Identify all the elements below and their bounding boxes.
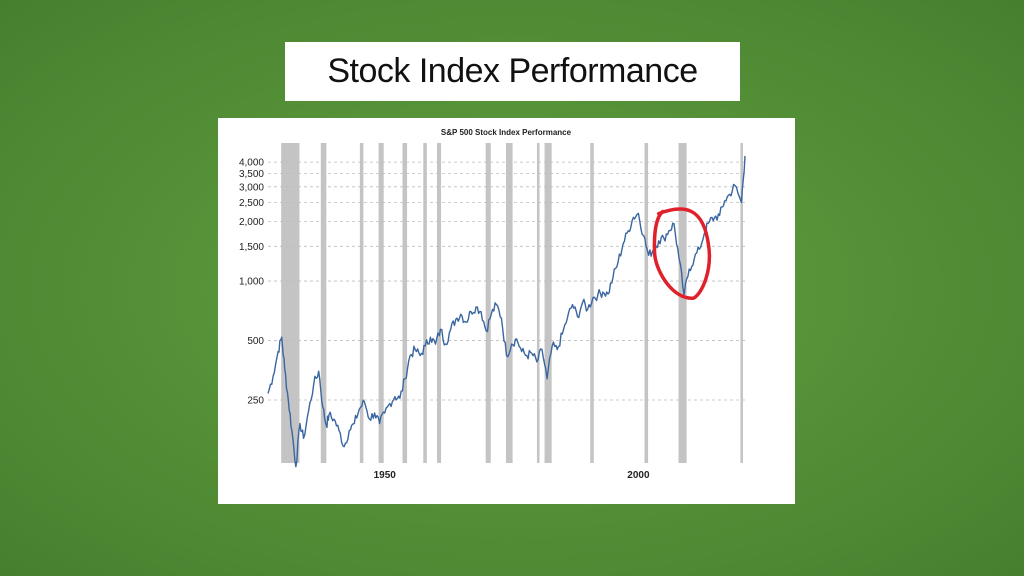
recession-band (678, 143, 687, 463)
slide-title: Stock Index Performance (327, 52, 698, 90)
slide-title-box: Stock Index Performance (285, 42, 740, 101)
chart-title: S&P 500 Stock Index Performance (441, 128, 572, 137)
recession-band (505, 143, 513, 463)
recession-band (359, 143, 364, 463)
stock-index-chart: S&P 500 Stock Index Performance 250 500 1,… (239, 128, 746, 481)
x-tick-label: 2000 (627, 470, 650, 481)
y-tick-label: 250 (247, 396, 264, 407)
y-tick-label: 2,000 (239, 217, 264, 228)
recession-band (536, 143, 540, 463)
recession-band (402, 143, 408, 463)
y-tick-label: 500 (247, 336, 264, 347)
y-tick-label: 4,000 (239, 158, 264, 169)
recession-band (423, 143, 427, 463)
x-axis-ticks: 1950 2000 (374, 470, 650, 481)
y-tick-label: 3,000 (239, 182, 264, 193)
recession-band (485, 143, 491, 463)
recession-bands (281, 143, 743, 463)
x-tick-label: 1950 (374, 470, 397, 481)
recession-band (644, 143, 649, 463)
y-tick-label: 2,500 (239, 198, 264, 209)
recession-band (320, 143, 327, 463)
y-tick-label: 1,000 (239, 277, 264, 288)
series-line (267, 155, 746, 468)
recession-band (544, 143, 552, 463)
y-tick-label: 1,500 (239, 242, 264, 253)
annotation-circle (652, 207, 712, 300)
y-axis-ticks: 250 500 1,000 1,500 2,000 2,500 3,000 3,5004,00… (239, 158, 264, 407)
recession-band (436, 143, 442, 463)
chart-panel: S&P 500 Stock Index Performance 250 500 1,… (218, 118, 795, 504)
y-tick-label: 3,500 (239, 169, 264, 180)
recession-band (740, 143, 743, 463)
recession-band (378, 143, 384, 463)
